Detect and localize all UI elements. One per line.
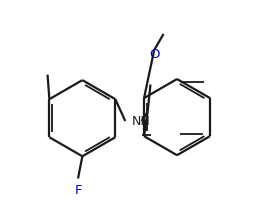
Text: O: O [149,48,159,60]
Text: F: F [74,184,82,197]
Text: NH: NH [131,115,150,128]
